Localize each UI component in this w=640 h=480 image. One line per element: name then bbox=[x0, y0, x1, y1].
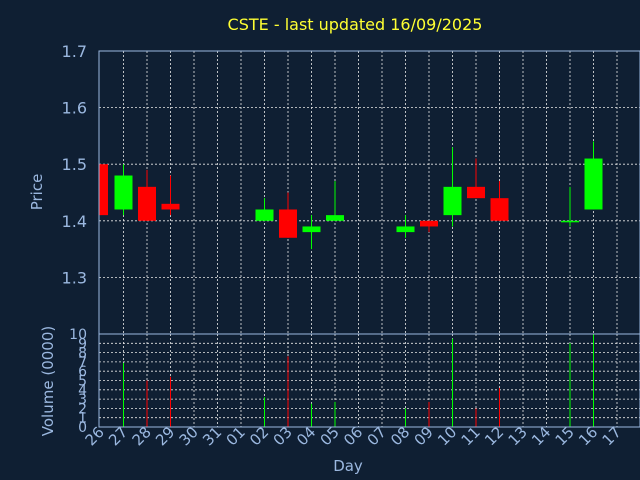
volume-grid bbox=[99, 334, 640, 427]
day-x-ticks: 2627282930310102030405060708091011121314… bbox=[82, 423, 625, 449]
price-tick-label: 1.6 bbox=[62, 99, 87, 118]
candle-body bbox=[302, 226, 321, 233]
candle-body bbox=[138, 186, 156, 221]
volume-tick-label: 0 bbox=[78, 420, 87, 436]
candle-body bbox=[326, 215, 344, 221]
price-tick-label: 1.7 bbox=[62, 42, 87, 61]
candle-body bbox=[255, 209, 274, 221]
chart-title: CSTE - last updated 16/09/2025 bbox=[228, 15, 483, 34]
volume-tick-label: 3 bbox=[78, 392, 87, 408]
volume-panel-frame bbox=[98, 333, 640, 428]
price-axis-label: Price bbox=[28, 174, 46, 211]
volume-tick-label: 4 bbox=[78, 383, 87, 399]
volume-tick-label: 5 bbox=[78, 374, 87, 390]
price-grid bbox=[99, 51, 640, 334]
candle-body bbox=[100, 164, 108, 216]
candle-body bbox=[561, 220, 579, 223]
candle-body bbox=[279, 209, 297, 238]
candle-body bbox=[443, 186, 462, 216]
price-panel-frame bbox=[98, 50, 640, 335]
candle-body bbox=[467, 186, 485, 199]
volume-tick-label: 8 bbox=[78, 346, 87, 362]
volume-bars bbox=[123, 334, 594, 427]
volume-tick-label: 10 bbox=[69, 327, 87, 343]
volume-tick-label: 6 bbox=[78, 364, 87, 380]
price-tick-label: 1.3 bbox=[62, 268, 87, 287]
candle-body bbox=[420, 220, 438, 227]
volume-axis-label: Volume (0000) bbox=[39, 326, 57, 436]
candle-body bbox=[490, 198, 509, 221]
candle-body bbox=[396, 226, 415, 233]
candle-body bbox=[114, 175, 133, 210]
candle-body bbox=[161, 203, 180, 210]
volume-tick-label: 2 bbox=[78, 401, 87, 417]
day-axis-label: Day bbox=[333, 457, 363, 475]
volume-tick-label: 9 bbox=[78, 336, 87, 352]
price-tick-label: 1.5 bbox=[62, 155, 87, 174]
price-tick-label: 1.4 bbox=[62, 212, 87, 231]
price-y-ticks: 1.3 1.4 1.5 1.6 1.7 bbox=[62, 42, 87, 287]
volume-tick-label: 7 bbox=[78, 355, 87, 371]
price-candles bbox=[99, 141, 603, 250]
candle-body bbox=[584, 158, 603, 210]
volume-tick-label: 1 bbox=[78, 411, 87, 427]
